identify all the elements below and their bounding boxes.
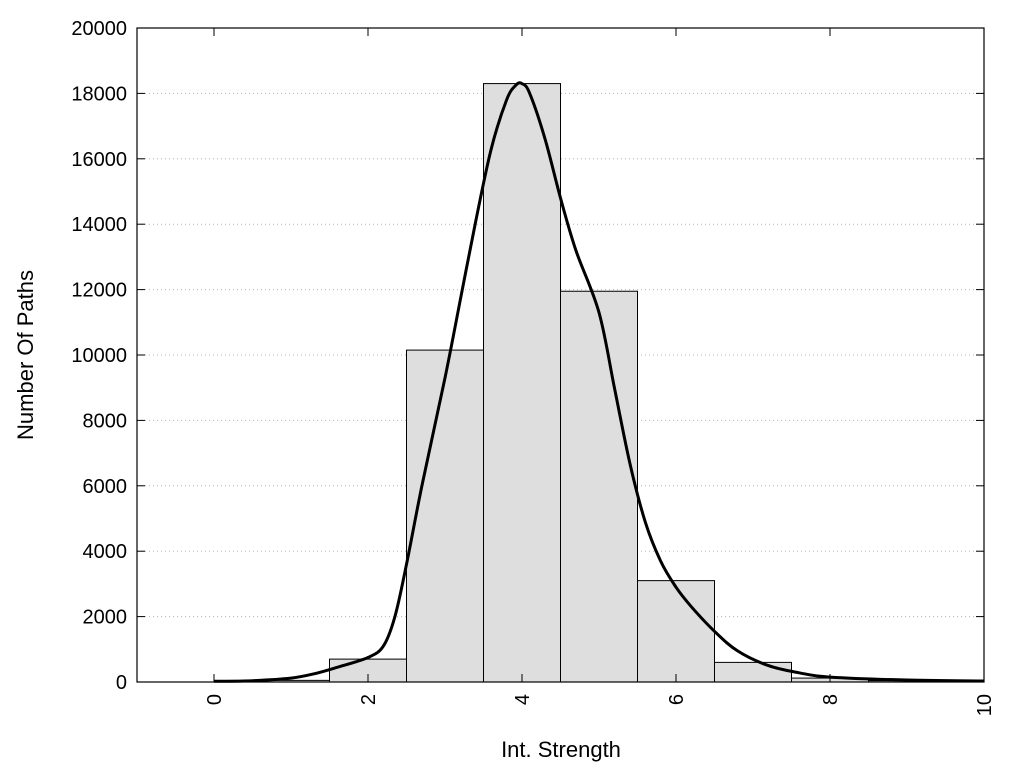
x-tick-label: 8 [820,694,842,705]
y-tick-label: 20000 [71,18,127,40]
histogram-bar [406,349,484,683]
y-axis: 0 2000 4000 6000 8000 10000 12000 14000 16000 180… [71,18,984,694]
y-tick-label: 4000 [83,541,128,563]
x-tick-label: 2 [358,694,380,705]
histogram-bar [560,290,638,683]
density-curve [213,81,985,683]
y-tick-label: 0 [116,672,127,694]
y-tick-label: 18000 [71,83,127,105]
x-tick-label: 10 [974,694,996,716]
y-tick-label: 6000 [83,476,128,498]
histogram-bar [714,661,792,683]
density-curve-line [213,81,985,683]
x-tick-label: 4 [512,694,534,705]
histogram-bar [637,580,715,683]
y-axis-title: Number Of Paths [13,270,38,440]
x-tick-label: 0 [204,694,226,705]
y-tick-label: 8000 [83,410,128,432]
x-axis: 0 2 4 6 8 10 [204,28,996,716]
histogram-bar [483,83,561,683]
x-tick-label: 6 [666,694,688,705]
y-tick-label: 12000 [71,280,127,302]
y-tick-label: 10000 [71,345,127,367]
x-axis-title: Int. Strength [501,737,621,762]
y-tick-label: 14000 [71,214,127,236]
y-tick-label: 2000 [83,607,128,629]
y-tick-label: 16000 [71,149,127,171]
histogram-bars [252,83,946,683]
